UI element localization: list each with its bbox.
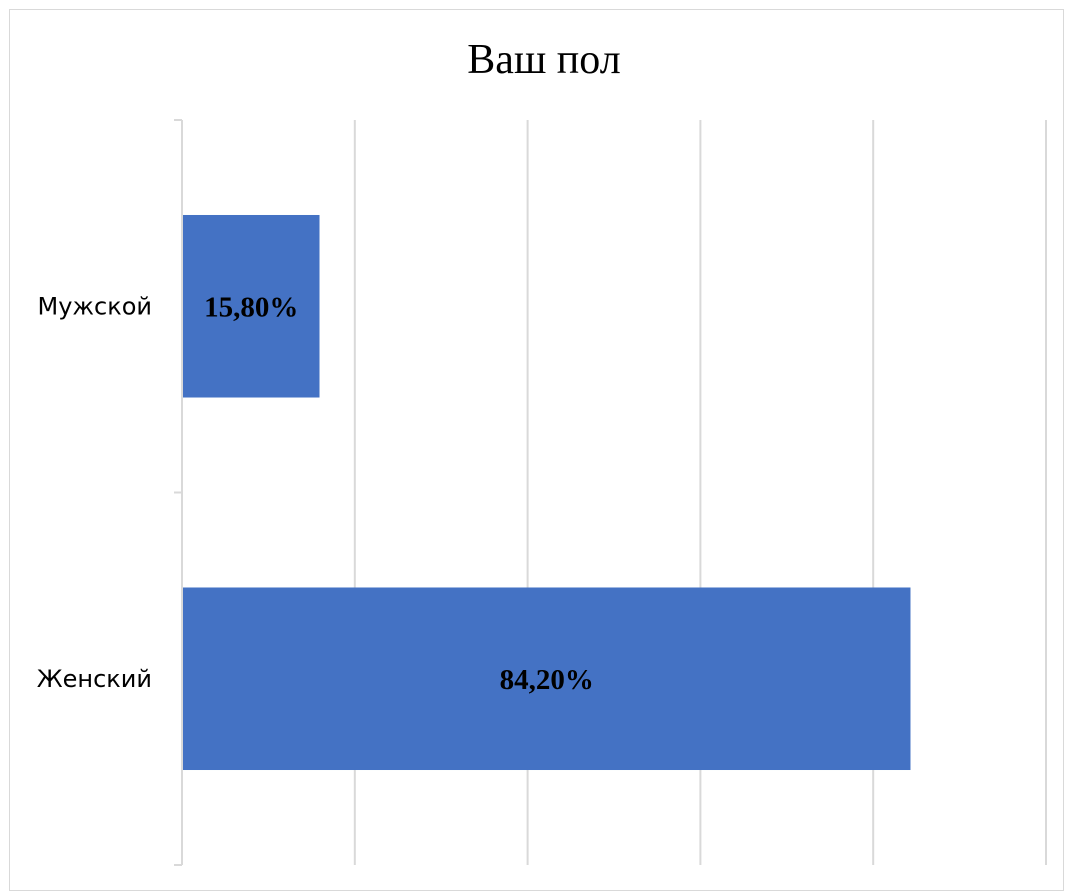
bar-2 [183,587,911,771]
data-label: 84,20% [500,664,594,696]
chart-title: Ваш пол [467,37,621,83]
data-label: 15,80% [204,291,298,323]
bar-1 [183,214,320,398]
category-label: Женский [37,665,152,693]
category-label: Мужской [37,292,152,320]
